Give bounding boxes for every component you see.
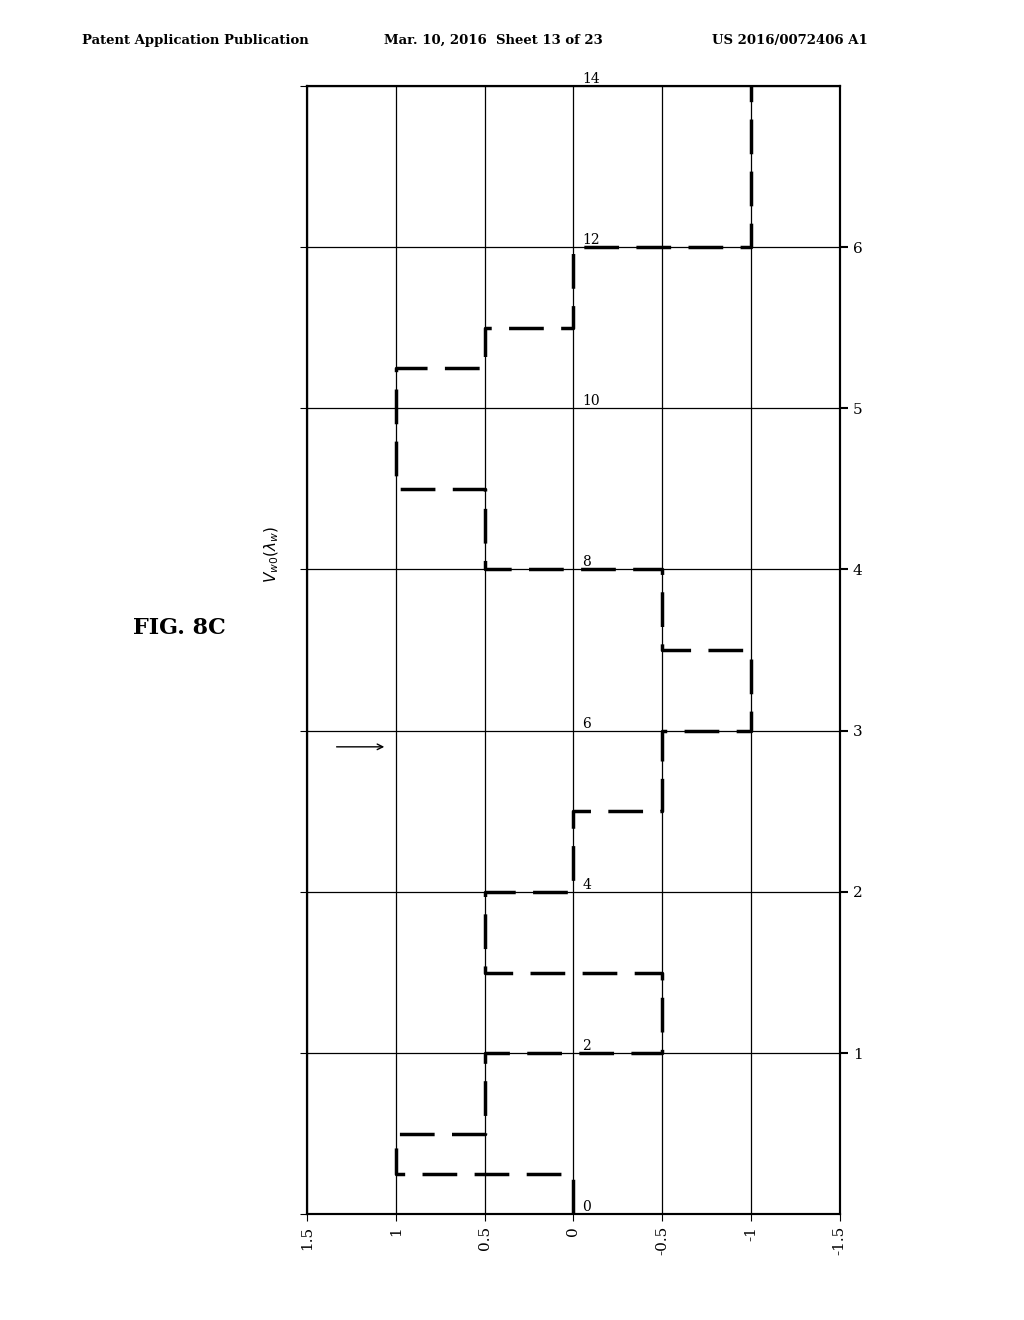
Text: $V_{w0}(\lambda_w)$: $V_{w0}(\lambda_w)$ [262,525,281,583]
Text: 10: 10 [583,395,600,408]
Text: 14: 14 [583,71,600,86]
Text: FIG. 8C: FIG. 8C [133,616,226,639]
Text: Patent Application Publication: Patent Application Publication [82,33,308,46]
Text: 6: 6 [583,717,591,731]
Text: US 2016/0072406 A1: US 2016/0072406 A1 [712,33,867,46]
Text: 2: 2 [583,1039,591,1053]
Text: 4: 4 [583,878,591,892]
Text: 8: 8 [583,556,591,569]
Text: 12: 12 [583,234,600,247]
Text: 0: 0 [583,1200,591,1214]
Text: Mar. 10, 2016  Sheet 13 of 23: Mar. 10, 2016 Sheet 13 of 23 [384,33,603,46]
